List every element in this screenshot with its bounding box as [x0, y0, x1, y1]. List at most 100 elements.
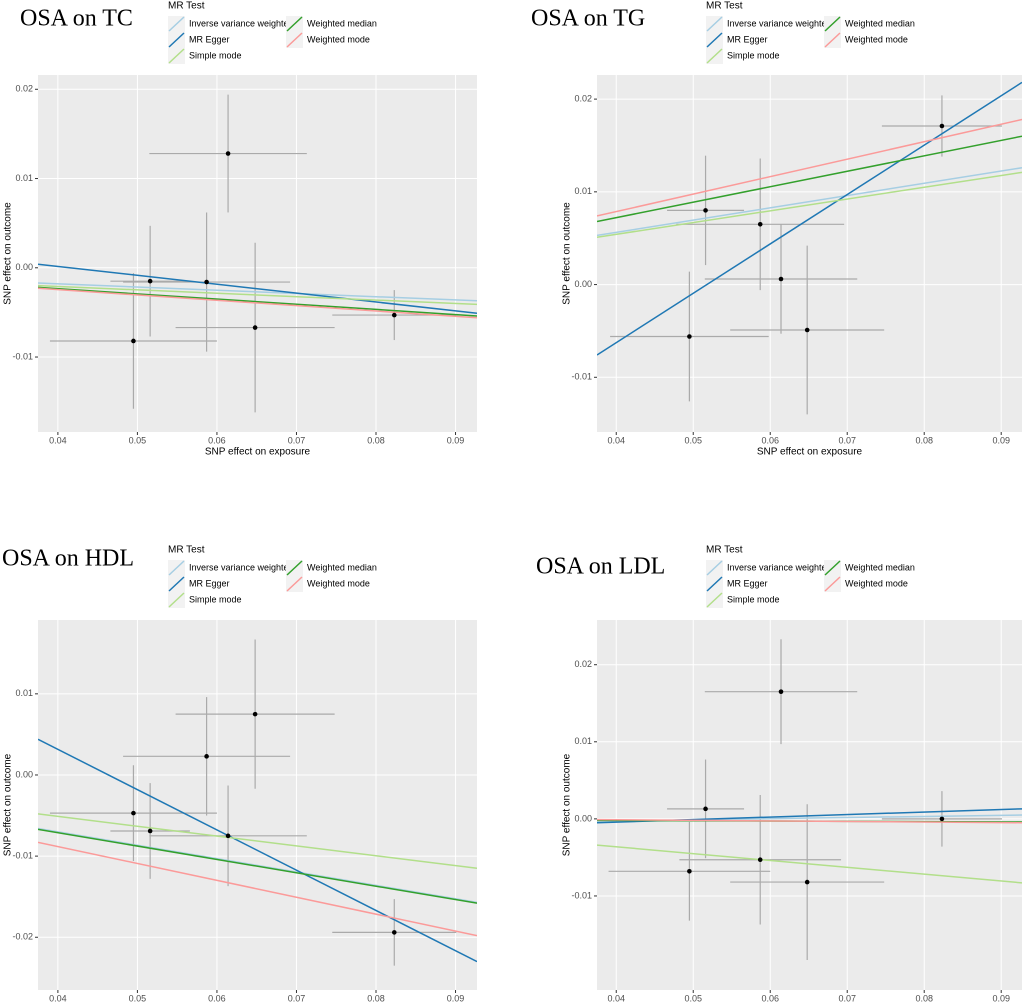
legend-label: Simple mode [727, 50, 780, 60]
legend-swatch [286, 576, 303, 592]
x-tick-label: 0.08 [915, 435, 933, 445]
point [687, 334, 692, 339]
regression-line [597, 818, 1022, 824]
legend-label: Weighted mode [845, 578, 908, 588]
plot-background [597, 620, 1022, 990]
x-tick-label: 0.05 [684, 993, 702, 1002]
legend-label: MR Egger [727, 578, 768, 588]
x-tick-label: 0.04 [49, 435, 67, 445]
x-tick-label: 0.05 [129, 435, 147, 445]
panel-title: OSA on TC [20, 6, 133, 32]
panel: OSA on HDL MR Test Inverse variance weight… [2, 545, 477, 1002]
x-tick-label: 0.07 [838, 435, 856, 445]
legend-label: Inverse variance weighted [189, 18, 294, 28]
point [778, 276, 784, 282]
legend-label: Weighted mode [845, 34, 908, 44]
panel-title: OSA on HDL [2, 546, 134, 572]
y-tick-label: 0.01 [15, 688, 33, 698]
plot-marks [597, 81, 1022, 415]
y-tick-label: 0.01 [574, 736, 592, 746]
panel: OSA on TC MR Test Inverse variance weighte… [3, 1, 477, 458]
y-tick-label: 0.02 [574, 93, 592, 103]
regression-line [38, 282, 477, 302]
x-tick-label: 0.09 [992, 435, 1010, 445]
legend-label: MR Egger [189, 34, 230, 44]
x-tick-label: 0.04 [607, 993, 625, 1002]
regression-line [597, 81, 1022, 356]
x-tick-label: 0.05 [684, 435, 702, 445]
y-tick-label: -0.01 [571, 890, 592, 900]
regression-line [597, 118, 1022, 217]
point [131, 338, 136, 344]
legend-title: MR Test [168, 1, 205, 12]
y-tick-label: 0.00 [15, 262, 33, 272]
point [703, 806, 708, 812]
x-tick-label: 0.09 [447, 435, 465, 445]
legend-label: Simple mode [189, 594, 242, 604]
panel-title: OSA on LDL [536, 554, 665, 580]
x-tick-label: 0.06 [208, 435, 226, 445]
x-tick-label: 0.06 [761, 993, 779, 1002]
panel-title: OSA on TG [531, 6, 645, 32]
legend-label: Simple mode [727, 594, 780, 604]
legend-label: Inverse variance weighted [727, 18, 832, 28]
legend-label: Weighted median [845, 18, 915, 28]
legend-swatch [706, 32, 723, 48]
y-axis-label: SNP effect on outcome [3, 202, 14, 305]
y-tick-label: 0.00 [574, 279, 592, 289]
regression-line [597, 171, 1022, 239]
y-axis-label: SNP effect on outcome [562, 202, 573, 305]
legend-swatch [706, 576, 723, 592]
plot-background [597, 75, 1022, 432]
legend-label: Weighted median [845, 562, 915, 572]
point [703, 208, 708, 213]
point [204, 754, 209, 759]
y-tick-label: 0.01 [574, 186, 592, 196]
y-tick-label: 0.02 [15, 84, 33, 94]
point [225, 833, 231, 839]
y-axis-label: SNP effect on outcome [562, 753, 573, 856]
point [804, 879, 810, 885]
x-tick-label: 0.09 [447, 993, 465, 1002]
panel: OSA on LDL MR Test Inverse variance weight… [536, 545, 1022, 1002]
plot-background [38, 620, 477, 990]
legend-label: MR Egger [189, 578, 230, 588]
point [147, 278, 153, 284]
regression-line [38, 738, 477, 963]
y-tick-label: 0.02 [574, 659, 592, 669]
x-tick-label: 0.08 [367, 435, 385, 445]
plot-marks [38, 94, 477, 413]
legend-swatch [824, 16, 841, 32]
point [225, 151, 231, 156]
panel: OSA on TG MR Test Inverse variance weighte… [531, 1, 1022, 458]
regression-line [38, 813, 477, 870]
plot-background [38, 75, 477, 432]
legend-title: MR Test [706, 1, 743, 12]
legend-label: Weighted mode [307, 34, 370, 44]
y-tick-label: 0.00 [15, 769, 33, 779]
x-axis-label: SNP effect on exposure [757, 447, 863, 458]
point [252, 711, 258, 717]
legend-swatch [824, 576, 841, 592]
y-tick-label: 0.01 [15, 173, 33, 183]
legend-label: Simple mode [189, 50, 242, 60]
legend-swatch [168, 560, 185, 576]
x-tick-label: 0.07 [288, 435, 306, 445]
plot-marks [597, 639, 1022, 960]
x-tick-label: 0.04 [607, 435, 625, 445]
y-tick-label: -0.01 [571, 372, 592, 382]
x-tick-label: 0.07 [288, 993, 306, 1002]
legend-swatch [706, 16, 723, 32]
point [391, 930, 397, 935]
point [131, 810, 136, 816]
legend-swatch [706, 592, 723, 608]
legend-swatch [824, 560, 841, 576]
legend-swatch [168, 576, 185, 592]
legend-swatch [168, 592, 185, 608]
x-tick-label: 0.04 [49, 993, 67, 1002]
legend-title: MR Test [706, 545, 743, 556]
regression-line [38, 841, 477, 937]
regression-line [597, 166, 1022, 237]
x-axis-label: SNP effect on exposure [205, 447, 311, 458]
y-tick-label: -0.02 [12, 932, 33, 942]
